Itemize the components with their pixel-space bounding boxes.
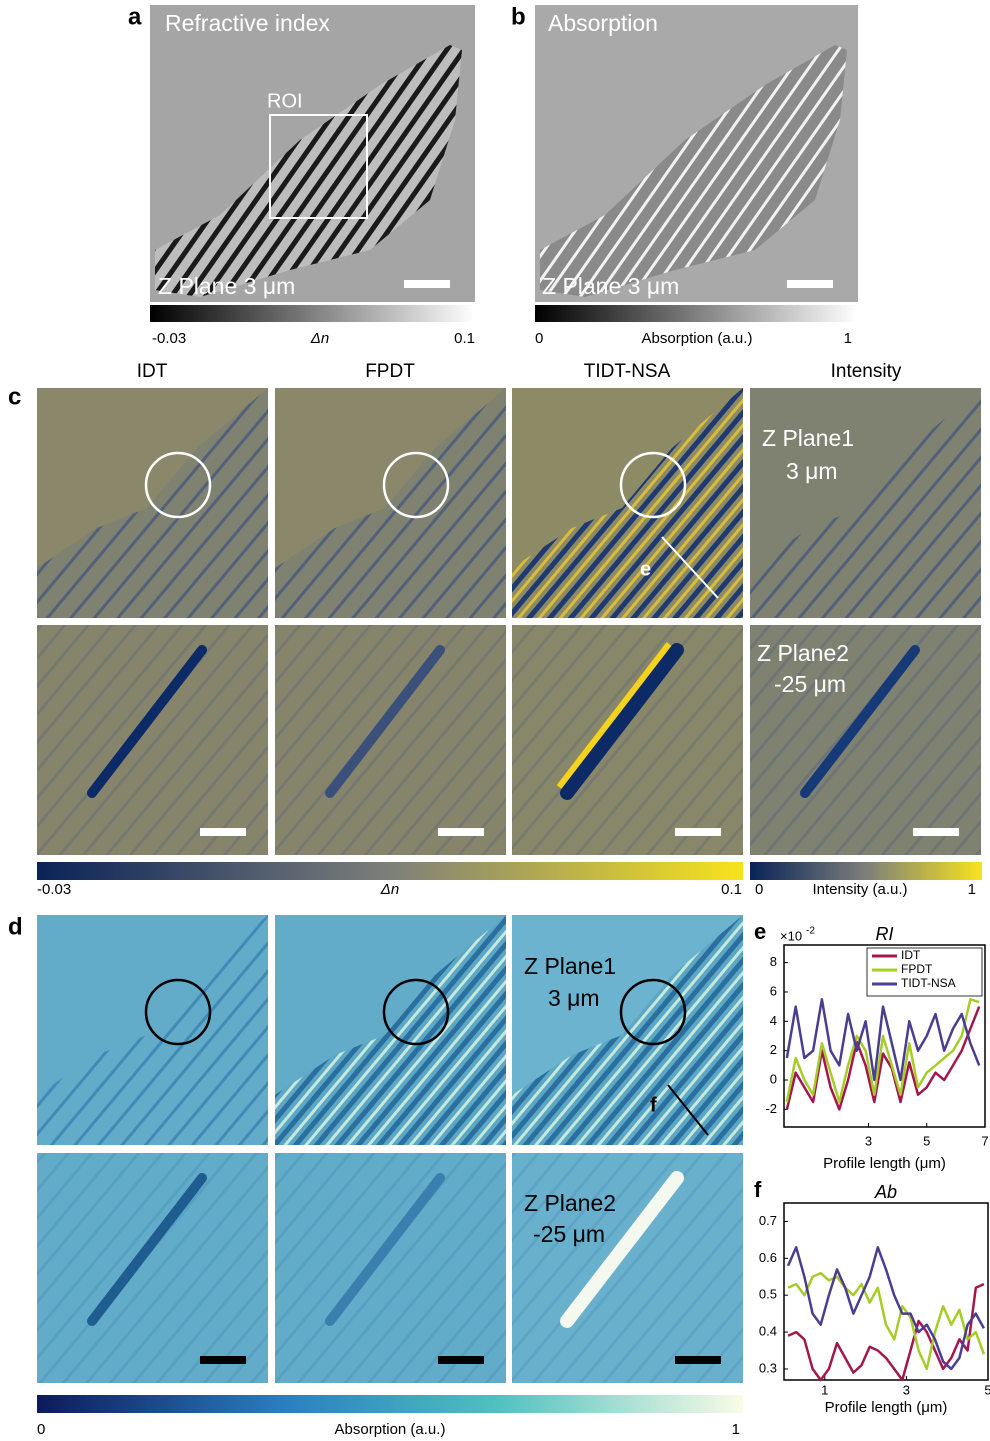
scale-bar	[675, 1356, 721, 1364]
scale-bar	[200, 1356, 246, 1364]
colorbar	[535, 305, 858, 322]
scale-bar	[438, 828, 484, 836]
colorbar-label: Intensity (a.u.)	[812, 881, 907, 898]
plane-label: Z Plane2	[524, 1190, 616, 1216]
colorbar	[37, 862, 743, 880]
depth-label: 3 μm	[548, 985, 600, 1011]
colorbar-max: 0.1	[454, 330, 475, 347]
colorbar-max: 1	[968, 881, 976, 898]
panel-label: d	[8, 913, 23, 940]
x-tick-label: 5	[984, 1382, 990, 1397]
plane-label: Z Plane1	[762, 425, 854, 451]
y-tick-label: -2	[765, 1101, 777, 1116]
colorbar-max: 0.1	[721, 881, 742, 898]
plane-label: Z Plane2	[757, 640, 849, 666]
y-tick-label: 0.4	[759, 1324, 777, 1339]
colorbar-min: -0.03	[152, 330, 186, 347]
colorbar-min: 0	[37, 1421, 45, 1438]
x-axis-label: Profile length (μm)	[823, 1155, 946, 1172]
roi-label: ROI	[267, 90, 303, 112]
y-multiplier-exponent: -2	[806, 926, 815, 937]
texture	[37, 1153, 268, 1383]
plane-label: Z Plane 3 μm	[542, 273, 679, 299]
colorbar	[750, 862, 982, 880]
texture	[37, 625, 268, 855]
y-tick-label: 8	[770, 954, 777, 969]
y-tick-label: 4	[770, 1013, 777, 1028]
colorbar-min: 0	[755, 881, 763, 898]
plane-label: Z Plane 3 μm	[158, 273, 295, 299]
depth-label: -25 μm	[774, 671, 846, 697]
panel-label: c	[8, 383, 21, 410]
scale-bar	[787, 280, 833, 288]
legend-label: FPDT	[901, 962, 933, 976]
legend-label: TIDT-NSA	[901, 976, 956, 990]
profile-label: f	[650, 1094, 657, 1116]
x-tick-label: 3	[903, 1382, 910, 1397]
panel-label: a	[128, 3, 142, 30]
y-tick-label: 0.5	[759, 1287, 777, 1302]
colorbar-label: Δn	[380, 881, 399, 898]
image-title: Refractive index	[165, 10, 330, 36]
scale-bar	[438, 1356, 484, 1364]
x-tick-label: 3	[865, 1133, 872, 1148]
image-title: Absorption	[548, 10, 658, 36]
texture	[512, 1153, 743, 1383]
x-tick-label: 5	[923, 1133, 930, 1148]
column-header: FPDT	[365, 361, 415, 382]
y-tick-label: 6	[770, 983, 777, 998]
texture	[512, 625, 743, 855]
depth-label: -25 μm	[533, 1221, 605, 1247]
column-header: Intensity	[831, 361, 902, 382]
y-multiplier: ×10	[780, 928, 802, 943]
colorbar-max: 1	[732, 1421, 740, 1438]
depth-label: 3 μm	[786, 458, 838, 484]
colorbar-min: -0.03	[37, 881, 71, 898]
panel-label: f	[754, 1177, 762, 1202]
colorbar-max: 1	[844, 330, 852, 347]
profile-label: e	[640, 558, 651, 580]
column-header: TIDT-NSA	[584, 361, 671, 382]
colorbar	[150, 305, 475, 322]
y-tick-label: 0.7	[759, 1213, 777, 1228]
legend-label: IDT	[901, 948, 921, 962]
figure: a Refractive index ROI Z Plane 3 μm -0.0…	[0, 0, 990, 1441]
panel-label: e	[754, 919, 766, 944]
texture	[275, 625, 506, 855]
y-tick-label: 0	[770, 1071, 777, 1086]
column-header: IDT	[137, 361, 168, 382]
colorbar-label: Δn	[310, 330, 329, 347]
y-tick-label: 0.6	[759, 1250, 777, 1265]
texture	[275, 1153, 506, 1383]
colorbar-min: 0	[535, 330, 543, 347]
scale-bar	[404, 280, 450, 288]
panel-label: b	[511, 3, 526, 30]
chart-title: RI	[876, 924, 894, 944]
chart-title: Ab	[874, 1182, 897, 1202]
y-tick-label: 2	[770, 1042, 777, 1057]
colorbar	[37, 1395, 743, 1413]
x-tick-label: 1	[821, 1382, 828, 1397]
plane-label: Z Plane1	[524, 953, 616, 979]
y-tick-label: 0.3	[759, 1360, 777, 1375]
x-axis-label: Profile length (μm)	[825, 1399, 948, 1416]
scale-bar	[913, 828, 959, 836]
scale-bar	[675, 828, 721, 836]
scale-bar	[200, 828, 246, 836]
colorbar-label: Absorption (a.u.)	[642, 330, 753, 347]
plot-frame	[784, 1203, 988, 1380]
colorbar-label: Absorption (a.u.)	[335, 1421, 446, 1438]
x-tick-label: 7	[981, 1133, 988, 1148]
